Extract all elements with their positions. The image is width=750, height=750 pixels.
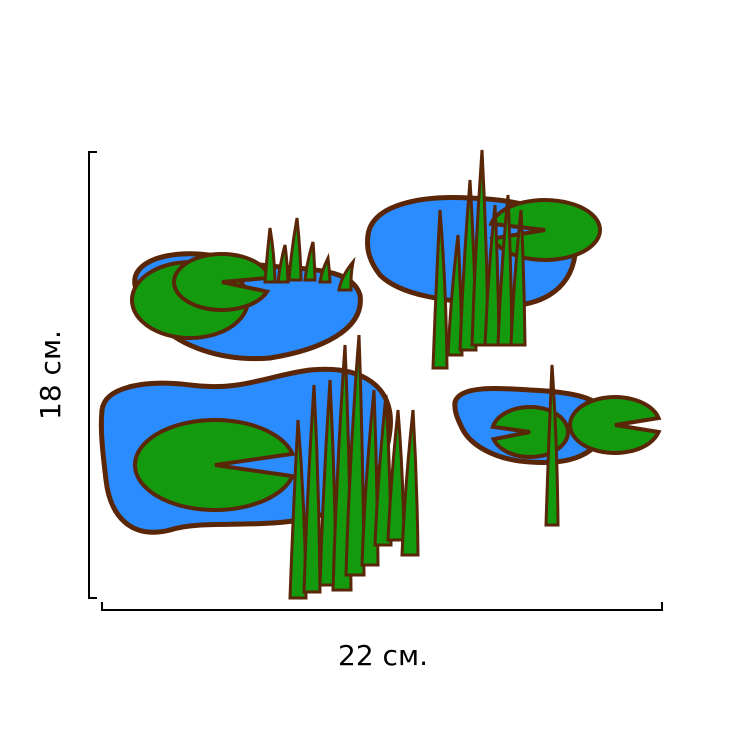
height-label: 18 см.	[34, 330, 67, 420]
reed	[431, 209, 449, 370]
reed	[276, 244, 290, 284]
reed	[302, 384, 322, 594]
lily-pad	[568, 395, 662, 455]
reed	[318, 252, 332, 284]
width-marker	[101, 602, 663, 611]
height-marker	[88, 151, 97, 599]
pond-illustration	[98, 149, 662, 600]
reed	[263, 227, 277, 284]
reed	[400, 409, 420, 557]
reed	[337, 256, 356, 292]
width-label: 22 см.	[338, 639, 428, 672]
reed	[287, 217, 303, 282]
lily-pad	[172, 252, 273, 312]
reed	[544, 364, 560, 527]
lily-pad	[133, 418, 296, 512]
reed	[509, 209, 527, 347]
reed	[303, 241, 317, 282]
